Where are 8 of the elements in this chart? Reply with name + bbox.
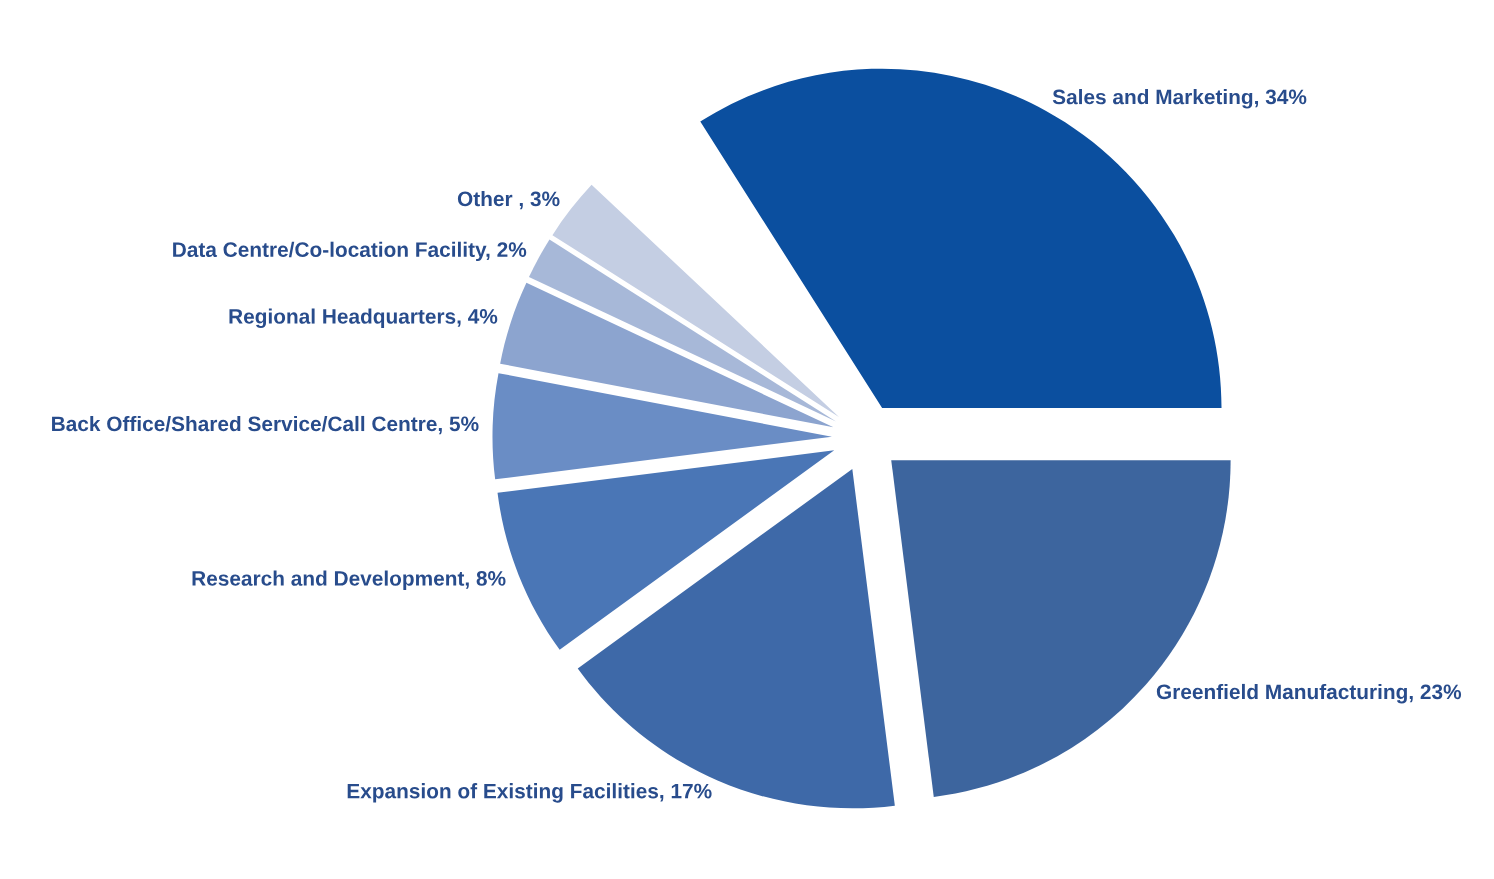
slice-label: Research and Development, 8% bbox=[192, 570, 506, 590]
slice-label: Back Office/Shared Service/Call Centre, 5% bbox=[52, 415, 479, 435]
slice-label: Regional Headquarters, 4% bbox=[229, 308, 498, 328]
slice-label: Expansion of Existing Facilities, 17% bbox=[347, 783, 712, 803]
slice-label: Sales and Marketing, 34% bbox=[1052, 89, 1307, 109]
slice-label: Other , 3% bbox=[457, 190, 560, 210]
slice-label: Data Centre/Co-location Facility, 2% bbox=[173, 241, 527, 262]
slice-label: Greenfield Manufacturing, 23% bbox=[1156, 683, 1462, 704]
